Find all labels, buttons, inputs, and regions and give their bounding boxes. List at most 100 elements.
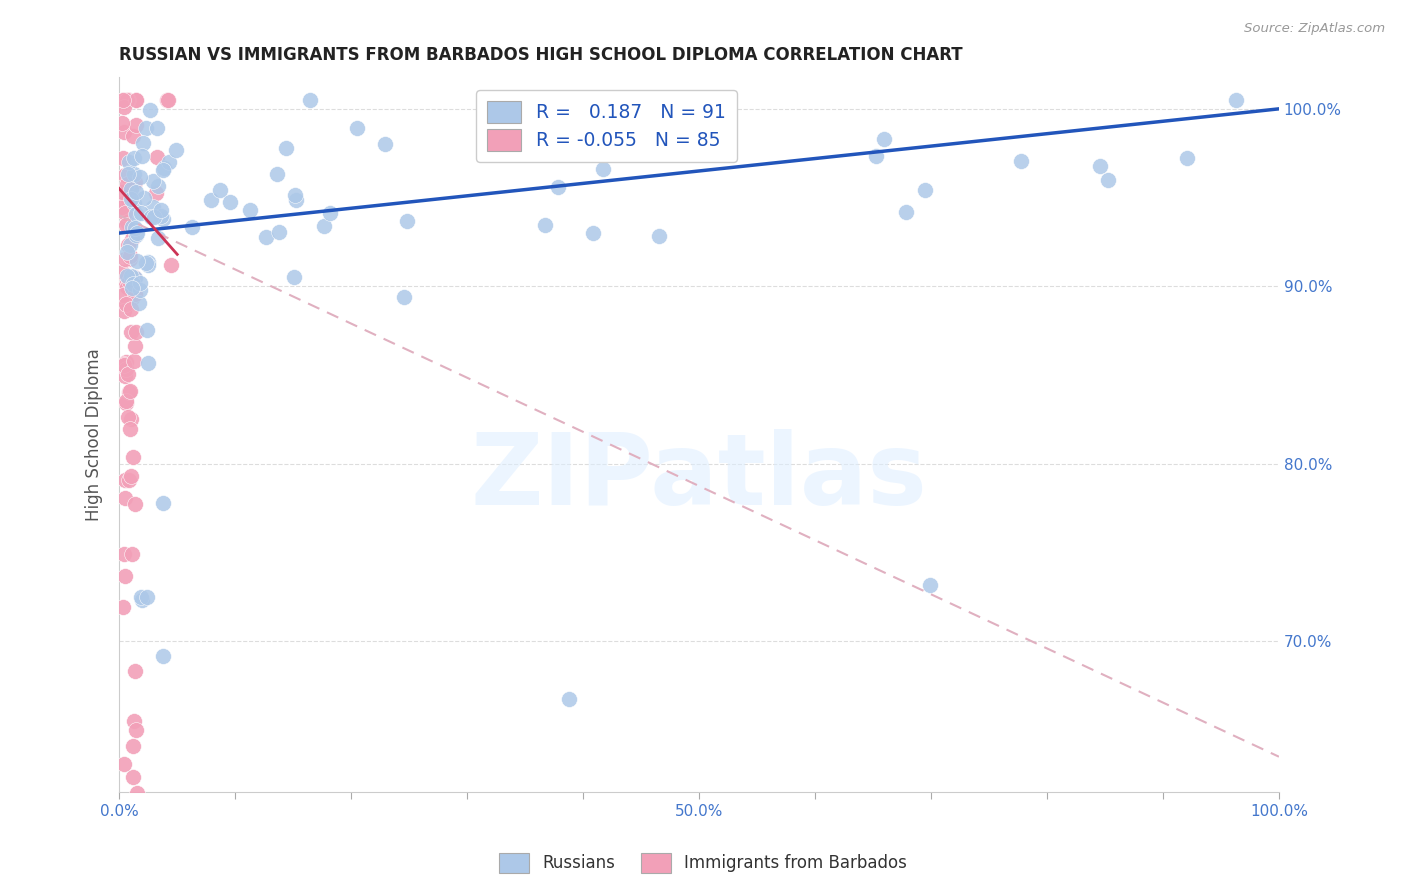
Point bbox=[142, 174, 165, 188]
Point bbox=[118, 473, 141, 487]
Point bbox=[129, 284, 152, 298]
Point bbox=[117, 215, 139, 229]
Point bbox=[117, 93, 139, 107]
Point bbox=[124, 339, 146, 353]
Point bbox=[152, 163, 174, 178]
Point bbox=[139, 103, 162, 117]
Point bbox=[131, 149, 153, 163]
Point bbox=[115, 354, 138, 368]
Y-axis label: High School Diploma: High School Diploma bbox=[86, 348, 103, 521]
Point bbox=[121, 129, 143, 144]
Point bbox=[111, 152, 134, 166]
Point bbox=[914, 182, 936, 196]
Point bbox=[120, 192, 142, 206]
Point bbox=[114, 362, 136, 376]
Point bbox=[114, 395, 136, 409]
Point bbox=[1175, 151, 1198, 165]
Point bbox=[146, 150, 169, 164]
Point bbox=[152, 211, 174, 226]
Point bbox=[156, 93, 179, 107]
Point bbox=[136, 258, 159, 272]
Point bbox=[129, 170, 152, 185]
Text: RUSSIAN VS IMMIGRANTS FROM BARBADOS HIGH SCHOOL DIPLOMA CORRELATION CHART: RUSSIAN VS IMMIGRANTS FROM BARBADOS HIGH… bbox=[120, 46, 963, 64]
Point bbox=[1010, 153, 1032, 168]
Point bbox=[115, 274, 138, 288]
Point bbox=[373, 136, 395, 151]
Point bbox=[125, 786, 148, 800]
Point bbox=[120, 421, 142, 435]
Point bbox=[239, 202, 262, 217]
Point bbox=[159, 258, 181, 272]
Point bbox=[120, 301, 142, 316]
Point bbox=[114, 206, 136, 220]
Point bbox=[873, 132, 896, 146]
Point bbox=[118, 384, 141, 398]
Point bbox=[111, 185, 134, 199]
Point bbox=[547, 180, 569, 194]
Point bbox=[136, 323, 159, 337]
Point bbox=[121, 281, 143, 295]
Point bbox=[180, 219, 202, 234]
Point bbox=[156, 93, 179, 107]
Point bbox=[142, 201, 165, 215]
Point bbox=[124, 220, 146, 235]
Point bbox=[120, 469, 142, 483]
Point bbox=[125, 325, 148, 339]
Point bbox=[112, 195, 135, 210]
Point bbox=[713, 134, 735, 148]
Point bbox=[269, 225, 291, 239]
Point bbox=[865, 148, 887, 162]
Point bbox=[129, 206, 152, 220]
Point bbox=[121, 192, 143, 206]
Point bbox=[146, 121, 169, 136]
Point bbox=[112, 125, 135, 139]
Point bbox=[121, 547, 143, 561]
Point bbox=[394, 290, 416, 304]
Point bbox=[146, 230, 169, 244]
Point bbox=[112, 757, 135, 772]
Point bbox=[135, 120, 157, 135]
Text: Source: ZipAtlas.com: Source: ZipAtlas.com bbox=[1244, 22, 1385, 36]
Point bbox=[118, 237, 141, 252]
Point bbox=[135, 256, 157, 270]
Point bbox=[118, 384, 141, 399]
Point bbox=[299, 93, 322, 107]
Point bbox=[115, 244, 138, 259]
Point bbox=[122, 178, 145, 192]
Point bbox=[114, 168, 136, 182]
Point bbox=[115, 280, 138, 294]
Point bbox=[115, 278, 138, 293]
Point bbox=[118, 249, 141, 263]
Point bbox=[118, 274, 141, 288]
Point bbox=[112, 304, 135, 318]
Point bbox=[142, 211, 165, 225]
Point bbox=[648, 228, 671, 243]
Point bbox=[152, 161, 174, 175]
Point bbox=[121, 450, 143, 465]
Point bbox=[115, 218, 138, 232]
Point bbox=[124, 497, 146, 511]
Point bbox=[120, 325, 142, 339]
Point bbox=[283, 270, 305, 285]
Point bbox=[111, 200, 134, 214]
Point bbox=[125, 207, 148, 221]
Point bbox=[318, 206, 340, 220]
Point bbox=[284, 187, 307, 202]
Point bbox=[121, 232, 143, 246]
Point bbox=[124, 227, 146, 242]
Point bbox=[896, 204, 918, 219]
Point bbox=[114, 474, 136, 488]
Point bbox=[157, 155, 180, 169]
Point bbox=[132, 191, 155, 205]
Point bbox=[1225, 93, 1247, 107]
Point bbox=[136, 356, 159, 370]
Point bbox=[110, 265, 132, 279]
Point bbox=[112, 548, 135, 562]
Point bbox=[200, 193, 222, 207]
Text: ZIPatlas: ZIPatlas bbox=[471, 429, 928, 526]
Point bbox=[114, 297, 136, 311]
Point bbox=[124, 664, 146, 678]
Point bbox=[115, 93, 138, 107]
Point bbox=[112, 100, 135, 114]
Point bbox=[150, 209, 173, 223]
